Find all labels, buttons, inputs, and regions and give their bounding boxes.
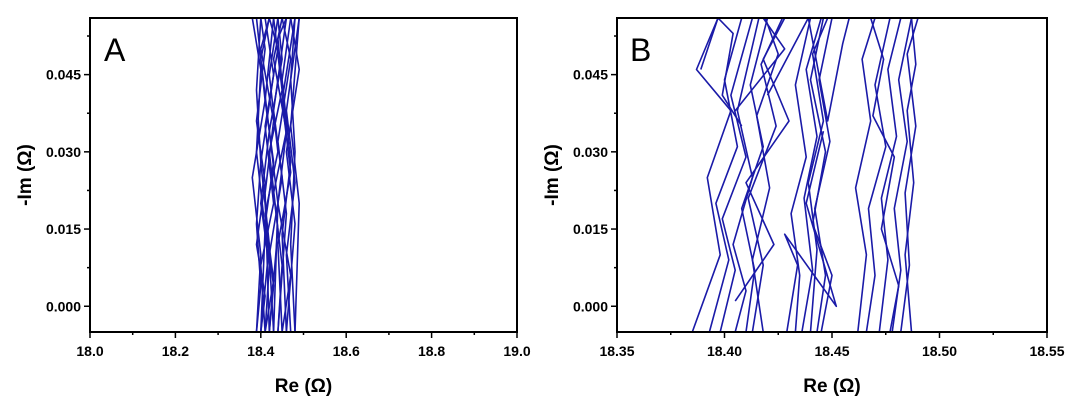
panel-b-series-line-16 <box>865 18 891 332</box>
panel-a-y-tick-label: 0.030 <box>46 144 81 160</box>
panel-a-x-tick-label: 18.2 <box>162 343 189 359</box>
panel-b-series-line-10 <box>801 18 822 332</box>
panel-b-series-line-2 <box>708 18 743 332</box>
panel-a-letter: A <box>104 32 126 68</box>
panel-b-x-tick-label: 18.55 <box>1029 343 1064 359</box>
panel-b-series-line-5 <box>740 18 769 332</box>
panel-b-series-line-11 <box>807 18 829 332</box>
panel-b-series-line-15 <box>854 18 876 332</box>
panel-b-y-tick-label: 0.015 <box>573 221 608 237</box>
panel-b-x-tick-label: 18.35 <box>599 343 634 359</box>
panel-a-x-axis-label: Re (Ω) <box>275 376 332 397</box>
panel-b-x-axis-label: Re (Ω) <box>803 376 860 397</box>
panel-b-ticks: 18.35 18.40 18.45 18.50 18.55 0.000 0.015 0.030… <box>573 35 1065 359</box>
panel-b-letter: B <box>630 32 651 68</box>
panel-b-series-line-14 <box>766 18 850 122</box>
panel-b-series-line-17 <box>878 18 902 332</box>
panel-a: 18.0 18.2 18.4 18.6 18.8 19.0 0.000 0.015 0.030 0… <box>15 17 531 397</box>
panel-b-series-line-23 <box>869 18 900 332</box>
panel-a-y-tick-label: 0.015 <box>46 221 81 237</box>
panel-b: 18.35 18.40 18.45 18.50 18.55 0.000 0.015 0.030… <box>542 17 1065 397</box>
panel-b-series-line-21 <box>734 18 786 112</box>
panel-a-x-tick-label: 18.6 <box>333 343 360 359</box>
panel-a-series-line-22 <box>255 18 262 332</box>
panel-a-y-axis-label: -Im (Ω) <box>15 144 36 206</box>
panel-b-series-line-20 <box>904 18 917 332</box>
panel-b-series-line-3 <box>719 18 754 332</box>
panel-b-series-line-1 <box>691 18 732 332</box>
panel-a-series-line-14 <box>281 18 292 332</box>
panel-a-series-line-7 <box>277 18 296 332</box>
panel-a-x-tick-label: 18.8 <box>418 343 445 359</box>
panel-b-series-line-18 <box>891 18 913 332</box>
panel-a-plot-frame <box>89 17 518 333</box>
panel-a-y-tick-label: 0.000 <box>46 298 81 314</box>
panel-a-x-tick-label: 19.0 <box>503 343 530 359</box>
panel-b-series-line-13 <box>783 131 838 332</box>
panel-b-traces <box>691 18 919 332</box>
panel-b-y-axis-label: -Im (Ω) <box>542 144 563 206</box>
panel-a-x-tick-label: 18.4 <box>247 343 274 359</box>
panel-a-series-line-21 <box>255 18 266 332</box>
panel-a-traces <box>251 18 301 332</box>
panel-a-x-tick-label: 18.0 <box>76 343 103 359</box>
panel-b-series-line-12 <box>813 18 833 332</box>
panel-b-series-line-24 <box>809 18 833 332</box>
panel-b-x-tick-label: 18.50 <box>922 343 957 359</box>
panel-b-series-line-22 <box>700 18 743 127</box>
panel-a-series-line-17 <box>272 18 292 332</box>
panel-b-series-line-8 <box>734 18 790 302</box>
panel-a-y-tick-label: 0.045 <box>46 67 81 83</box>
panel-a-series-line-20 <box>259 18 271 332</box>
panel-a-series-line-16 <box>289 18 296 332</box>
panel-b-plot-frame <box>616 17 1048 333</box>
panel-b-x-tick-label: 18.40 <box>707 343 742 359</box>
panel-b-y-tick-label: 0.000 <box>573 298 608 314</box>
panel-a-series-line-19 <box>264 18 275 332</box>
panel-b-y-tick-label: 0.030 <box>573 144 608 160</box>
panel-b-series-line-19 <box>900 18 919 332</box>
panel-a-ticks: 18.0 18.2 18.4 18.6 18.8 19.0 0.000 0.015 0.030 0… <box>46 35 531 359</box>
panel-b-series-line-9 <box>790 18 812 332</box>
panel-b-y-tick-label: 0.045 <box>573 67 608 83</box>
panel-b-x-tick-label: 18.45 <box>814 343 849 359</box>
